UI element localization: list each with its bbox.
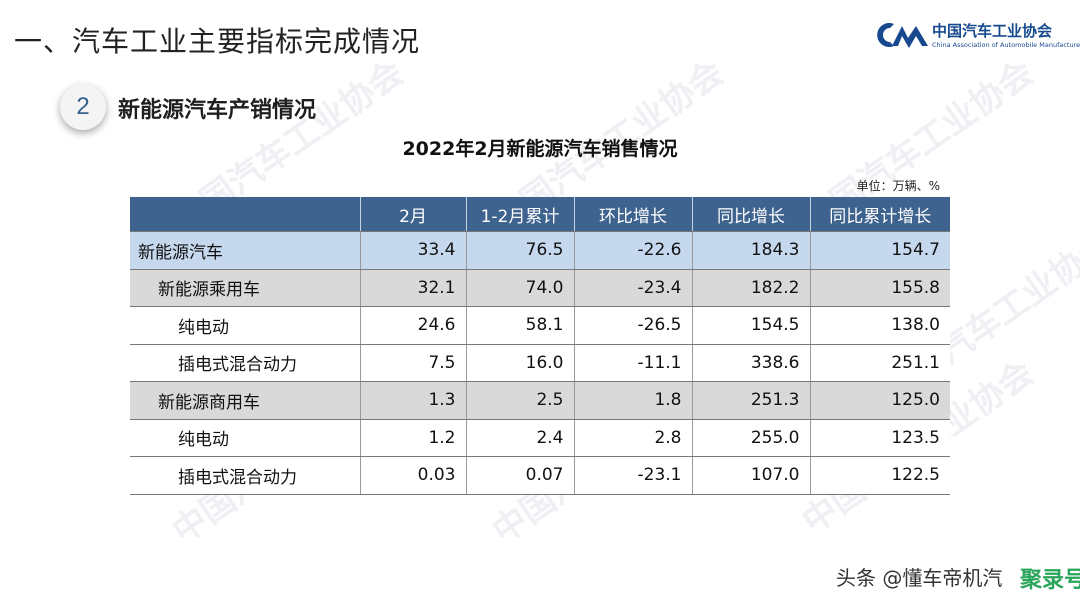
table-cell: 16.0 [466, 344, 575, 382]
unit-note: 单位：万辆、% [856, 179, 940, 193]
column-header: 2月 [360, 197, 467, 232]
column-header: 同比增长 [692, 197, 811, 232]
table-cell: 58.1 [466, 306, 575, 345]
table-cell: 125.0 [810, 381, 950, 420]
table-cell: 0.03 [360, 456, 467, 495]
table-cell: -23.4 [574, 269, 693, 307]
table-cell: 338.6 [692, 344, 811, 382]
column-header: 环比增长 [574, 197, 693, 232]
table-cell: 138.0 [810, 306, 950, 345]
section-number-badge: 2 [60, 84, 106, 130]
row-label: 纯电动 [130, 419, 361, 457]
table-cell: -26.5 [574, 306, 693, 345]
table-cell: 7.5 [360, 344, 467, 382]
row-label: 插电式混合动力 [130, 456, 361, 495]
table-row: 新能源商用车 1.3 2.5 1.8 251.3 125.0 [130, 381, 950, 420]
table-cell: 1.2 [360, 419, 467, 457]
row-label: 新能源乘用车 [130, 269, 361, 307]
table-cell: 33.4 [360, 231, 467, 270]
table-cell: 154.7 [810, 231, 950, 270]
table-cell: 107.0 [692, 456, 811, 495]
table-cell: 182.2 [692, 269, 811, 307]
row-label: 新能源商用车 [130, 381, 361, 420]
table-cell: 251.1 [810, 344, 950, 382]
column-header: 1-2月累计 [466, 197, 575, 232]
table-cell: 2.5 [466, 381, 575, 420]
table-cell: 1.3 [360, 381, 467, 420]
table-row: 插电式混合动力 7.5 16.0 -11.1 338.6 251.1 [130, 344, 950, 382]
section-title: 新能源汽车产销情况 [118, 98, 317, 123]
watermark-stamp: 聚录号 [1020, 568, 1080, 593]
table-cell: 32.1 [360, 269, 467, 307]
table-cell: 122.5 [810, 456, 950, 495]
caam-logo: 中国汽车工业协会 China Association of Automobile… [872, 18, 1080, 54]
table-cell: 2.8 [574, 419, 693, 457]
page-title: 一、汽车工业主要指标完成情况 [14, 25, 421, 58]
table-title: 2022年2月新能源汽车销售情况 [402, 138, 678, 160]
table-cell: 251.3 [692, 381, 811, 420]
table-cell: 154.5 [692, 306, 811, 345]
table-cell: 184.3 [692, 231, 811, 270]
caam-logo-icon [877, 23, 928, 48]
table-cell: 76.5 [466, 231, 575, 270]
source-credit: 头条 @懂车帝机汽 [836, 566, 1003, 590]
logo-name-cn: 中国汽车工业协会 [932, 22, 1053, 40]
table-cell: 155.8 [810, 269, 950, 307]
table-row: 插电式混合动力 0.03 0.07 -23.1 107.0 122.5 [130, 456, 950, 495]
table-row: 纯电动 24.6 58.1 -26.5 154.5 138.0 [130, 306, 950, 345]
table-row: 新能源汽车 33.4 76.5 -22.6 184.3 154.7 [130, 231, 950, 270]
table-cell: 2.4 [466, 419, 575, 457]
table-header-row: 2月 1-2月累计 环比增长 同比增长 同比累计增长 [130, 197, 950, 232]
row-label: 新能源汽车 [130, 231, 361, 270]
row-label: 纯电动 [130, 306, 361, 345]
table-cell: 74.0 [466, 269, 575, 307]
table-cell: 0.07 [466, 456, 575, 495]
table-cell: -11.1 [574, 344, 693, 382]
table-cell: -22.6 [574, 231, 693, 270]
logo-name-en: China Association of Automobile Manufact… [932, 41, 1080, 49]
table-row: 纯电动 1.2 2.4 2.8 255.0 123.5 [130, 419, 950, 457]
column-header: 同比累计增长 [810, 197, 950, 232]
table-cell: 1.8 [574, 381, 693, 420]
table-cell: 255.0 [692, 419, 811, 457]
column-header [130, 197, 361, 232]
table-cell: -23.1 [574, 456, 693, 495]
table-cell: 24.6 [360, 306, 467, 345]
sales-table: 2月 1-2月累计 环比增长 同比增长 同比累计增长 新能源汽车 33.4 76… [130, 197, 950, 495]
table-row: 新能源乘用车 32.1 74.0 -23.4 182.2 155.8 [130, 269, 950, 307]
table-cell: 123.5 [810, 419, 950, 457]
row-label: 插电式混合动力 [130, 344, 361, 382]
